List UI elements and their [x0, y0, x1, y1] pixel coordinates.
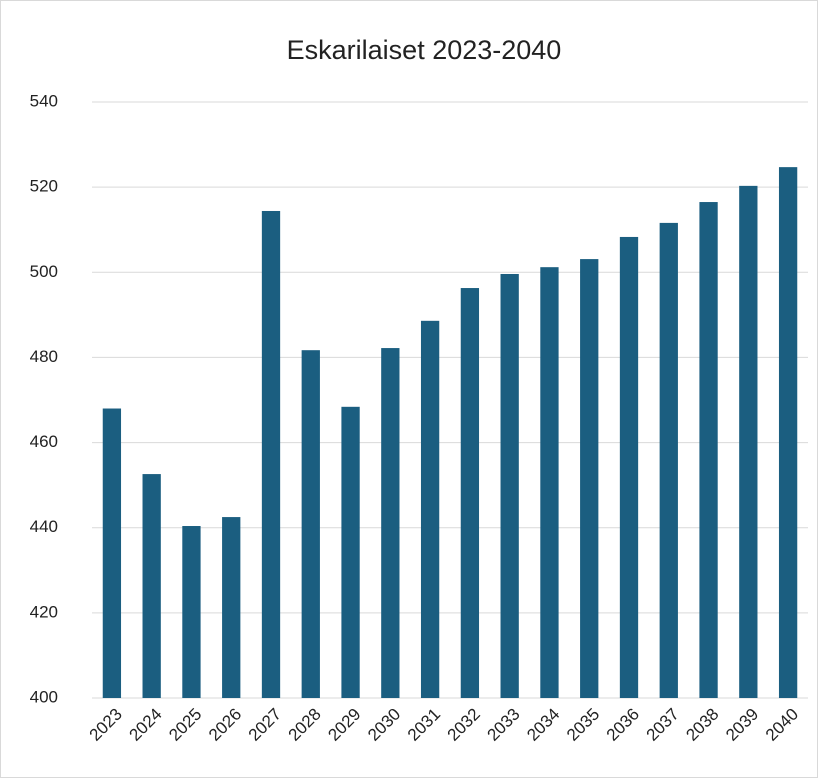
- y-tick-label: 480: [30, 347, 58, 366]
- y-tick-label: 400: [30, 687, 58, 706]
- bar: [778, 167, 798, 699]
- y-tick-label: 520: [30, 177, 58, 196]
- bar: [659, 222, 678, 698]
- bar: [102, 408, 122, 698]
- bar: [460, 288, 480, 698]
- bar: [301, 350, 320, 698]
- bar: [381, 348, 400, 698]
- bar: [261, 210, 281, 699]
- chart-title: Eskarilaiset 2023-2040: [287, 35, 562, 65]
- bar: [739, 185, 758, 698]
- y-tick-label: 500: [30, 262, 58, 281]
- y-tick-label: 460: [30, 432, 58, 451]
- y-tick-label: 420: [30, 602, 58, 621]
- bar: [540, 267, 559, 698]
- bar: [500, 273, 519, 698]
- y-tick-label: 440: [30, 517, 58, 536]
- bar: [580, 259, 599, 698]
- bar: [619, 236, 639, 699]
- bar: [341, 406, 360, 698]
- bar: [699, 202, 718, 699]
- bar: [222, 517, 241, 698]
- bar: [420, 320, 440, 698]
- y-tick-label: 540: [30, 91, 58, 110]
- bar: [142, 474, 161, 698]
- bar: [182, 526, 201, 698]
